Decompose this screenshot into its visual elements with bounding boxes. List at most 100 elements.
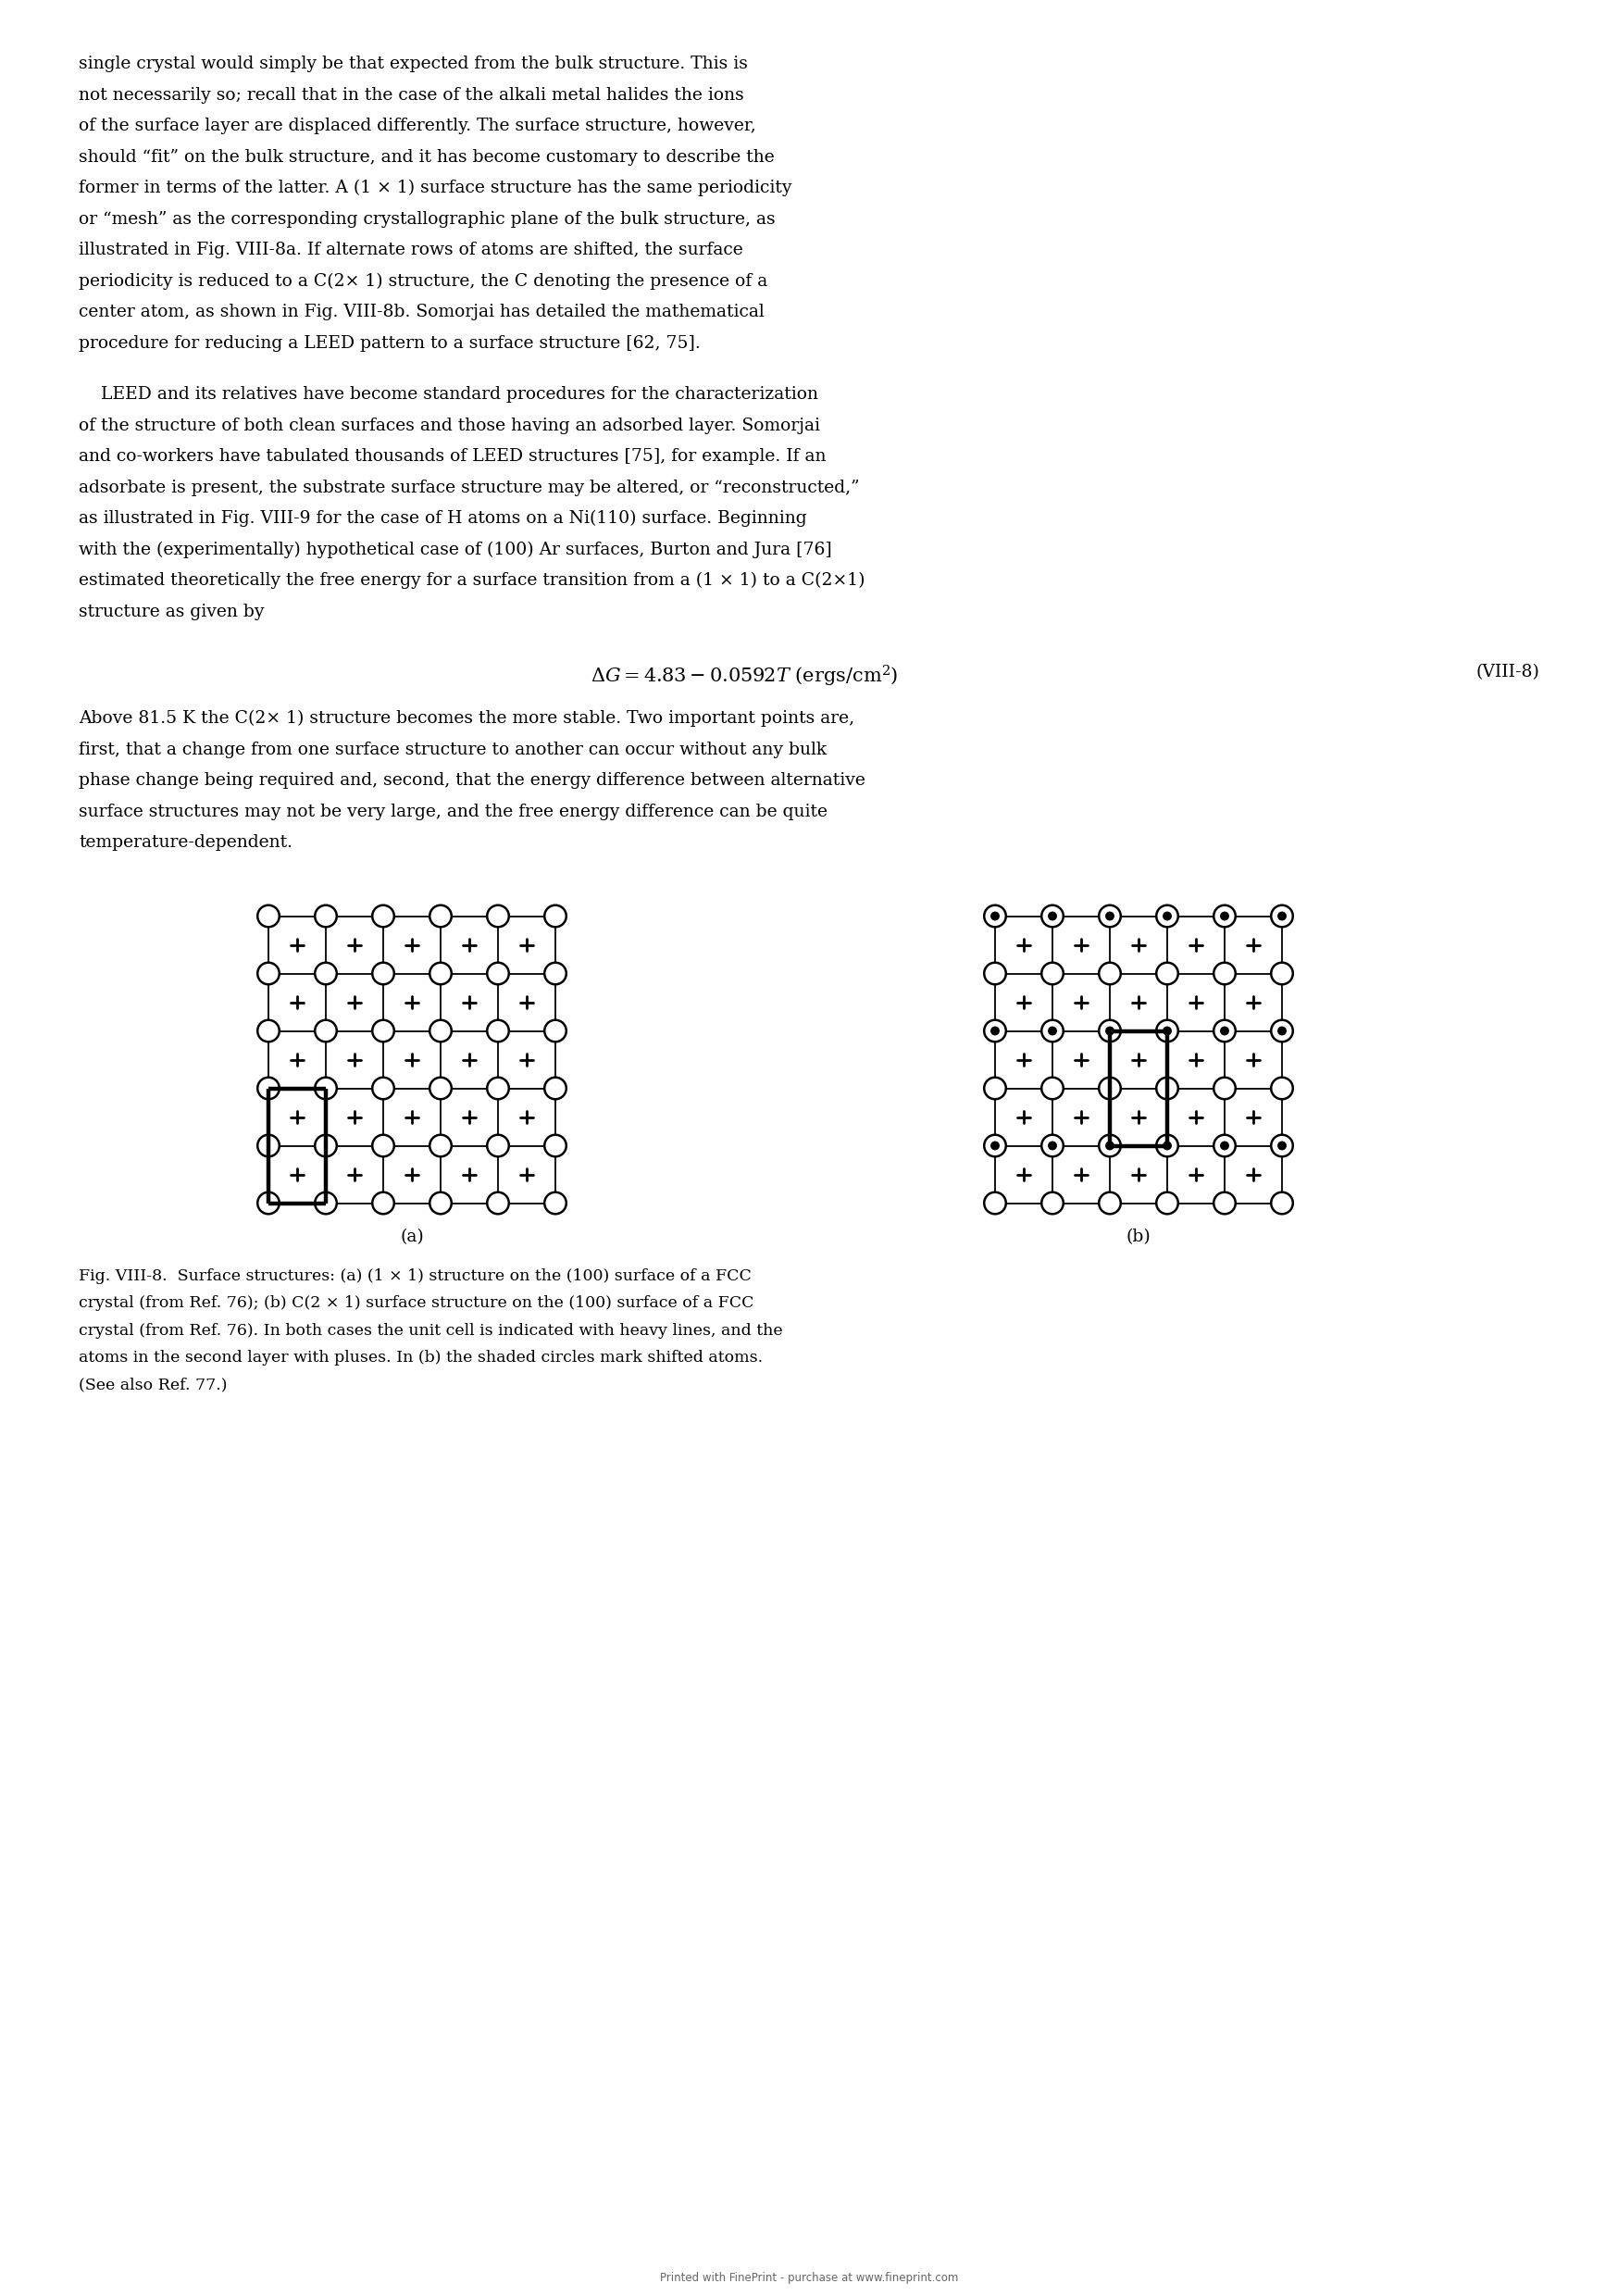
Circle shape: [1214, 905, 1236, 928]
Text: not necessarily so; recall that in the case of the alkali metal halides the ions: not necessarily so; recall that in the c…: [79, 87, 744, 103]
Circle shape: [487, 1077, 510, 1100]
Circle shape: [430, 1134, 451, 1157]
Circle shape: [1048, 1141, 1057, 1150]
Text: surface structures may not be very large, and the free energy difference can be : surface structures may not be very large…: [79, 804, 827, 820]
Circle shape: [1042, 1192, 1063, 1215]
Text: and co-workers have tabulated thousands of LEED structures [75], for example. If: and co-workers have tabulated thousands …: [79, 448, 827, 464]
Text: Fig. VIII-8.  Surface structures: (a) (1 × 1) structure on the (100) surface of : Fig. VIII-8. Surface structures: (a) (1 …: [79, 1267, 751, 1283]
Circle shape: [1157, 1077, 1178, 1100]
Text: $\Delta G = 4.83 - 0.0592T\ \mathrm{(ergs/cm^2)}$: $\Delta G = 4.83 - 0.0592T\ \mathrm{(erg…: [591, 664, 898, 689]
Text: as illustrated in Fig. VIII-9 for the case of H atoms on a Ni(110) surface. Begi: as illustrated in Fig. VIII-9 for the ca…: [79, 510, 807, 528]
Circle shape: [430, 962, 451, 985]
Circle shape: [372, 962, 395, 985]
Text: (a): (a): [400, 1228, 424, 1247]
Text: periodicity is reduced to a C(2× 1) structure, the C denoting the presence of a: periodicity is reduced to a C(2× 1) stru…: [79, 273, 767, 289]
Circle shape: [1214, 1192, 1236, 1215]
Circle shape: [372, 905, 395, 928]
Circle shape: [1278, 1026, 1286, 1035]
Circle shape: [1214, 1134, 1236, 1157]
Circle shape: [990, 912, 1000, 921]
Circle shape: [1099, 1019, 1121, 1042]
Circle shape: [1048, 1026, 1057, 1035]
Text: with the (experimentally) hypothetical case of (100) Ar surfaces, Burton and Jur: with the (experimentally) hypothetical c…: [79, 542, 832, 558]
Text: (VIII-8): (VIII-8): [1476, 664, 1539, 680]
Circle shape: [1278, 1141, 1286, 1150]
Circle shape: [984, 1134, 1006, 1157]
Circle shape: [257, 1134, 280, 1157]
Circle shape: [984, 905, 1006, 928]
Circle shape: [984, 1077, 1006, 1100]
Circle shape: [257, 1192, 280, 1215]
Text: should “fit” on the bulk structure, and it has become customary to describe the: should “fit” on the bulk structure, and …: [79, 149, 775, 165]
Text: former in terms of the latter. A (1 × 1) surface structure has the same periodic: former in terms of the latter. A (1 × 1)…: [79, 179, 791, 197]
Text: temperature-dependent.: temperature-dependent.: [79, 833, 293, 852]
Text: first, that a change from one surface structure to another can occur without any: first, that a change from one surface st…: [79, 742, 827, 758]
Text: structure as given by: structure as given by: [79, 604, 264, 620]
Circle shape: [1042, 1077, 1063, 1100]
Circle shape: [257, 905, 280, 928]
Text: (b): (b): [1126, 1228, 1150, 1247]
Circle shape: [545, 1192, 566, 1215]
Circle shape: [316, 1019, 337, 1042]
Circle shape: [1163, 1141, 1171, 1150]
Circle shape: [1099, 1192, 1121, 1215]
Circle shape: [1220, 1141, 1230, 1150]
Circle shape: [487, 1019, 510, 1042]
Circle shape: [1042, 1134, 1063, 1157]
Circle shape: [1214, 1077, 1236, 1100]
Circle shape: [257, 1077, 280, 1100]
Circle shape: [487, 1134, 510, 1157]
Text: Printed with FinePrint - purchase at www.fineprint.com: Printed with FinePrint - purchase at www…: [660, 2273, 958, 2285]
Text: Above 81.5 K the C(2× 1) structure becomes the more stable. Two important points: Above 81.5 K the C(2× 1) structure becom…: [79, 709, 854, 728]
Circle shape: [430, 905, 451, 928]
Text: (See also Ref. 77.): (See also Ref. 77.): [79, 1378, 227, 1394]
Text: of the surface layer are displaced differently. The surface structure, however,: of the surface layer are displaced diffe…: [79, 117, 756, 133]
Circle shape: [487, 962, 510, 985]
Circle shape: [1099, 962, 1121, 985]
Circle shape: [1272, 1019, 1293, 1042]
Circle shape: [430, 1192, 451, 1215]
Text: center atom, as shown in Fig. VIII-8b. Somorjai has detailed the mathematical: center atom, as shown in Fig. VIII-8b. S…: [79, 303, 764, 321]
Circle shape: [1214, 1019, 1236, 1042]
Circle shape: [257, 1019, 280, 1042]
Circle shape: [1105, 1026, 1115, 1035]
Circle shape: [545, 905, 566, 928]
Circle shape: [1163, 1026, 1171, 1035]
Circle shape: [1042, 962, 1063, 985]
Circle shape: [1105, 912, 1115, 921]
Circle shape: [430, 1019, 451, 1042]
Circle shape: [990, 1026, 1000, 1035]
Circle shape: [1272, 1077, 1293, 1100]
Circle shape: [545, 1134, 566, 1157]
Text: adsorbate is present, the substrate surface structure may be altered, or “recons: adsorbate is present, the substrate surf…: [79, 480, 859, 496]
Text: LEED and its relatives have become standard procedures for the characterization: LEED and its relatives have become stand…: [79, 386, 819, 402]
Text: crystal (from Ref. 76). In both cases the unit cell is indicated with heavy line: crystal (from Ref. 76). In both cases th…: [79, 1322, 783, 1339]
Circle shape: [1099, 1077, 1121, 1100]
Circle shape: [1278, 912, 1286, 921]
Circle shape: [372, 1077, 395, 1100]
Circle shape: [316, 962, 337, 985]
Circle shape: [1048, 912, 1057, 921]
Text: illustrated in Fig. VIII-8a. If alternate rows of atoms are shifted, the surface: illustrated in Fig. VIII-8a. If alternat…: [79, 241, 743, 259]
Text: or “mesh” as the corresponding crystallographic plane of the bulk structure, as: or “mesh” as the corresponding crystallo…: [79, 211, 775, 227]
Circle shape: [1099, 1134, 1121, 1157]
Text: estimated theoretically the free energy for a surface transition from a (1 × 1) : estimated theoretically the free energy …: [79, 572, 866, 590]
Circle shape: [984, 1019, 1006, 1042]
Circle shape: [372, 1019, 395, 1042]
Text: single crystal would simply be that expected from the bulk structure. This is: single crystal would simply be that expe…: [79, 55, 748, 71]
Circle shape: [316, 1134, 337, 1157]
Circle shape: [430, 1077, 451, 1100]
Circle shape: [1214, 962, 1236, 985]
Text: procedure for reducing a LEED pattern to a surface structure [62, 75].: procedure for reducing a LEED pattern to…: [79, 335, 701, 351]
Circle shape: [990, 1141, 1000, 1150]
Circle shape: [1042, 905, 1063, 928]
Circle shape: [984, 1192, 1006, 1215]
Text: of the structure of both clean surfaces and those having an adsorbed layer. Somo: of the structure of both clean surfaces …: [79, 418, 820, 434]
Circle shape: [545, 1077, 566, 1100]
Circle shape: [1157, 905, 1178, 928]
Circle shape: [316, 1192, 337, 1215]
Circle shape: [1220, 912, 1230, 921]
Circle shape: [984, 962, 1006, 985]
Circle shape: [372, 1192, 395, 1215]
Circle shape: [1157, 1019, 1178, 1042]
